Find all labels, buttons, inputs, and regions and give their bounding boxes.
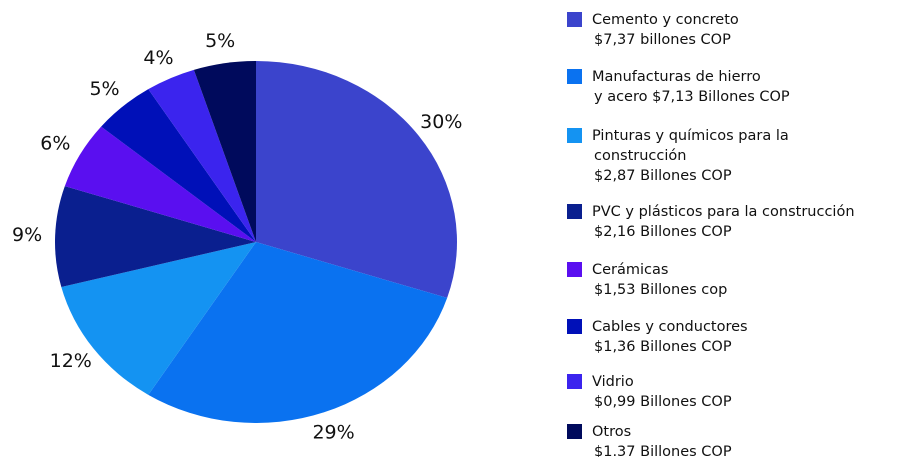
legend-label: $1,53 Billones cop: [594, 282, 727, 298]
legend-swatch: [567, 424, 582, 439]
value-label: 6%: [40, 133, 70, 155]
legend-swatch: [567, 12, 582, 27]
legend-label: $1.37 Billones COP: [594, 444, 732, 457]
legend-label: Cerámicas: [592, 262, 668, 278]
legend-label: Vidrio: [592, 374, 634, 390]
value-label: 9%: [12, 224, 42, 246]
legend-swatch: [567, 128, 582, 143]
pie-slice: [148, 69, 256, 243]
pie-slice: [193, 61, 256, 242]
legend-label: PVC y plásticos para la construcción: [592, 204, 855, 220]
value-label: 5%: [205, 30, 235, 52]
pie-slice: [61, 242, 256, 395]
value-label: 12%: [50, 350, 92, 372]
legend-swatch: [567, 374, 582, 389]
pie-slice: [101, 89, 257, 243]
legend-swatch: [567, 319, 582, 334]
legend-label: $7,37 billones COP: [594, 32, 731, 48]
value-label: 29%: [312, 421, 354, 443]
value-label: 4%: [143, 47, 173, 69]
pie-slice: [148, 242, 448, 424]
legend-label: y acero $7,13 Billones COP: [594, 89, 790, 105]
legend-swatch: [567, 204, 582, 219]
legend-label: $2,87 Billones COP: [594, 168, 732, 184]
legend-label: Cemento y concreto: [592, 12, 739, 28]
legend-label: construcción: [594, 148, 686, 164]
pie-slice: [256, 61, 457, 298]
legend-label: $1,36 Billones COP: [594, 339, 732, 355]
pie-slice: [55, 186, 256, 288]
value-label: 30%: [420, 111, 462, 133]
legend-swatch: [567, 69, 582, 84]
legend-label: $0,99 Billones COP: [594, 394, 732, 410]
legend-label: Cables y conductores: [592, 319, 748, 335]
value-label: 5%: [89, 78, 119, 100]
legend-label: Pinturas y químicos para la: [592, 128, 789, 144]
legend-swatch: [567, 262, 582, 277]
legend-label: $2,16 Billones COP: [594, 224, 732, 240]
legend-label: Otros: [592, 424, 631, 440]
legend-label: Manufacturas de hierro: [592, 69, 761, 85]
pie-slice: [64, 126, 256, 242]
